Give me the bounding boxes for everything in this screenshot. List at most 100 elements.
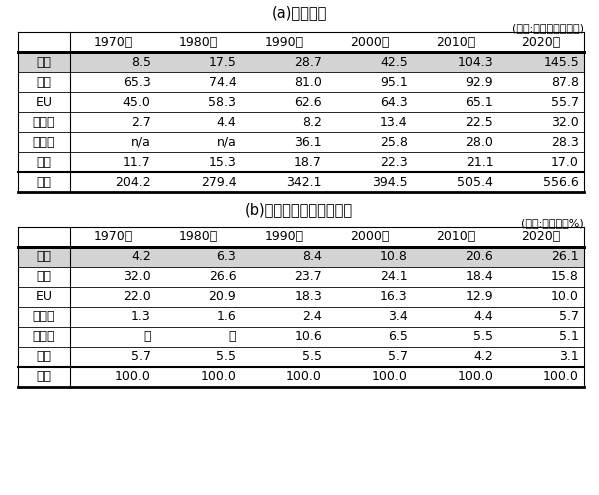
Text: 日本: 日本 [37, 350, 52, 363]
Text: 22.0: 22.0 [123, 291, 151, 303]
Text: 1.6: 1.6 [217, 310, 237, 324]
Text: 22.5: 22.5 [465, 115, 494, 129]
Text: 95.1: 95.1 [380, 76, 408, 89]
Text: 17.5: 17.5 [208, 55, 237, 68]
Bar [18, 247, 584, 267]
Text: (単位:エクサジュール): (単位:エクサジュール) [512, 23, 584, 33]
Text: 28.3: 28.3 [551, 136, 579, 148]
Text: 26.1: 26.1 [551, 250, 579, 263]
Text: ロシア: ロシア [33, 136, 55, 148]
Text: 5.7: 5.7 [388, 350, 408, 363]
Text: 81.0: 81.0 [294, 76, 322, 89]
Text: 45.0: 45.0 [123, 96, 151, 108]
Text: 10.8: 10.8 [380, 250, 408, 263]
Text: 22.3: 22.3 [380, 155, 408, 168]
Text: 32.0: 32.0 [123, 270, 151, 284]
Text: 100.0: 100.0 [372, 370, 408, 384]
Bar [18, 172, 584, 192]
Text: 11.7: 11.7 [123, 155, 151, 168]
Text: 20.9: 20.9 [208, 291, 237, 303]
Text: 20.6: 20.6 [465, 250, 494, 263]
Text: 15.8: 15.8 [551, 270, 579, 284]
Text: 5.5: 5.5 [473, 331, 494, 344]
Text: 64.3: 64.3 [380, 96, 408, 108]
Text: 505.4: 505.4 [458, 176, 494, 189]
Text: 1990年: 1990年 [265, 231, 304, 244]
Text: 25.8: 25.8 [380, 136, 408, 148]
Text: 65.3: 65.3 [123, 76, 151, 89]
Bar [18, 92, 584, 112]
Text: 1970年: 1970年 [93, 231, 132, 244]
Text: 3.4: 3.4 [388, 310, 408, 324]
Text: 2010年: 2010年 [436, 231, 475, 244]
Text: 中国: 中国 [37, 55, 52, 68]
Text: 18.7: 18.7 [294, 155, 322, 168]
Text: n/a: n/a [131, 136, 151, 148]
Bar [18, 227, 584, 247]
Text: n/a: n/a [216, 136, 237, 148]
Text: 92.9: 92.9 [465, 76, 494, 89]
Text: 8.4: 8.4 [302, 250, 322, 263]
Text: 556.6: 556.6 [543, 176, 579, 189]
Text: 世界: 世界 [37, 370, 52, 384]
Text: 15.3: 15.3 [208, 155, 237, 168]
Text: 42.5: 42.5 [380, 55, 408, 68]
Bar [18, 307, 584, 327]
Text: 1980年: 1980年 [179, 231, 218, 244]
Text: 10.6: 10.6 [294, 331, 322, 344]
Bar [18, 32, 584, 52]
Text: 100.0: 100.0 [201, 370, 237, 384]
Text: 1990年: 1990年 [265, 36, 304, 49]
Text: 2000年: 2000年 [350, 231, 389, 244]
Text: 5.1: 5.1 [559, 331, 579, 344]
Text: 2000年: 2000年 [350, 36, 389, 49]
Text: 21.1: 21.1 [465, 155, 494, 168]
Text: 4.4: 4.4 [474, 310, 494, 324]
Text: 4.2: 4.2 [474, 350, 494, 363]
Text: 100.0: 100.0 [543, 370, 579, 384]
Text: 1980年: 1980年 [179, 36, 218, 49]
Text: －: － [229, 331, 237, 344]
Bar [18, 327, 584, 347]
Text: 4.2: 4.2 [131, 250, 151, 263]
Text: 28.0: 28.0 [465, 136, 494, 148]
Text: インド: インド [33, 115, 55, 129]
Text: 2.4: 2.4 [302, 310, 322, 324]
Text: 中国: 中国 [37, 250, 52, 263]
Text: EU: EU [35, 96, 53, 108]
Text: 5.5: 5.5 [302, 350, 322, 363]
Text: 3.1: 3.1 [559, 350, 579, 363]
Text: (b)　世界に占めるシェア: (b) 世界に占めるシェア [245, 202, 353, 217]
Text: インド: インド [33, 310, 55, 324]
Text: 2010年: 2010年 [436, 36, 475, 49]
Text: 5.7: 5.7 [559, 310, 579, 324]
Text: 62.6: 62.6 [294, 96, 322, 108]
Text: 5.7: 5.7 [131, 350, 151, 363]
Text: 18.3: 18.3 [294, 291, 322, 303]
Text: 10.0: 10.0 [551, 291, 579, 303]
Text: 55.7: 55.7 [551, 96, 579, 108]
Text: 1.3: 1.3 [131, 310, 151, 324]
Text: 18.4: 18.4 [465, 270, 494, 284]
Text: 145.5: 145.5 [543, 55, 579, 68]
Text: 16.3: 16.3 [380, 291, 408, 303]
Bar [18, 72, 584, 92]
Text: 100.0: 100.0 [286, 370, 322, 384]
Text: 394.5: 394.5 [372, 176, 408, 189]
Text: 104.3: 104.3 [458, 55, 494, 68]
Text: 世界: 世界 [37, 176, 52, 189]
Text: EU: EU [35, 291, 53, 303]
Text: 8.2: 8.2 [302, 115, 322, 129]
Bar [18, 347, 584, 367]
Text: 2.7: 2.7 [131, 115, 151, 129]
Text: 74.4: 74.4 [208, 76, 237, 89]
Text: 58.3: 58.3 [208, 96, 237, 108]
Text: 65.1: 65.1 [465, 96, 494, 108]
Text: 28.7: 28.7 [294, 55, 322, 68]
Text: －: － [143, 331, 151, 344]
Text: 26.6: 26.6 [208, 270, 237, 284]
Text: 32.0: 32.0 [551, 115, 579, 129]
Text: ロシア: ロシア [33, 331, 55, 344]
Text: 87.8: 87.8 [551, 76, 579, 89]
Text: 100.0: 100.0 [115, 370, 151, 384]
